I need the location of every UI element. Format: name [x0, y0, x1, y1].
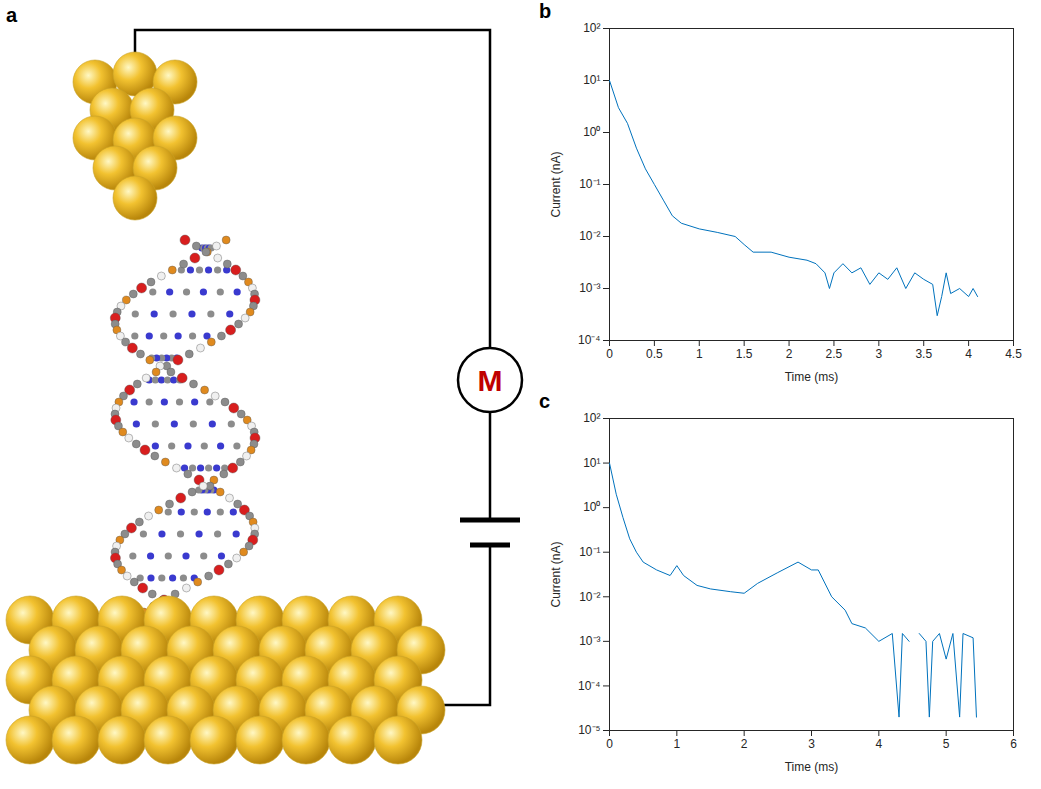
svg-text:10⁻⁵: 10⁻⁵ [578, 723, 600, 737]
svg-text:10¹: 10¹ [583, 456, 600, 470]
svg-text:10¹: 10¹ [583, 73, 600, 87]
svg-text:10⁰: 10⁰ [583, 125, 600, 139]
svg-text:1: 1 [673, 737, 680, 751]
svg-text:a: a [6, 4, 18, 26]
svg-text:10⁰: 10⁰ [583, 500, 600, 514]
svg-text:6: 6 [1010, 737, 1017, 751]
svg-text:10⁻⁴: 10⁻⁴ [578, 333, 601, 347]
svg-text:10⁻²: 10⁻² [579, 590, 600, 604]
svg-text:Time (ms): Time (ms) [785, 370, 839, 384]
svg-text:3: 3 [808, 737, 815, 751]
svg-text:3.5: 3.5 [915, 347, 932, 361]
svg-text:Current (nA): Current (nA) [549, 541, 563, 607]
html-text:b: b [539, 0, 552, 22]
svg-text:0: 0 [606, 737, 613, 751]
svg-text:3: 3 [875, 347, 882, 361]
svg-text:5: 5 [943, 737, 950, 751]
svg-text:10²: 10² [583, 21, 600, 35]
svg-text:4.5: 4.5 [1005, 347, 1022, 361]
svg-text:2.5: 2.5 [826, 347, 843, 361]
svg-text:10⁻²: 10⁻² [579, 229, 600, 243]
svg-text:10⁻³: 10⁻³ [579, 634, 600, 648]
svg-text:10⁻⁴: 10⁻⁴ [578, 679, 601, 693]
svg-text:0: 0 [606, 347, 613, 361]
svg-text:4: 4 [875, 737, 882, 751]
svg-text:1: 1 [696, 347, 703, 361]
svg-text:10⁻¹: 10⁻¹ [579, 545, 600, 559]
svg-text:Current (nA): Current (nA) [549, 151, 563, 217]
svg-text:2: 2 [741, 737, 748, 751]
html-text:c: c [539, 390, 551, 412]
svg-text:2: 2 [786, 347, 793, 361]
svg-text:Time (ms): Time (ms) [785, 760, 839, 774]
svg-text:10⁻¹: 10⁻¹ [579, 177, 600, 191]
svg-text:10⁻³: 10⁻³ [579, 281, 600, 295]
svg-text:4: 4 [965, 347, 972, 361]
svg-text:10²: 10² [583, 411, 600, 425]
svg-text:M: M [478, 364, 503, 397]
svg-text:0.5: 0.5 [646, 347, 663, 361]
svg-text:1.5: 1.5 [736, 347, 753, 361]
